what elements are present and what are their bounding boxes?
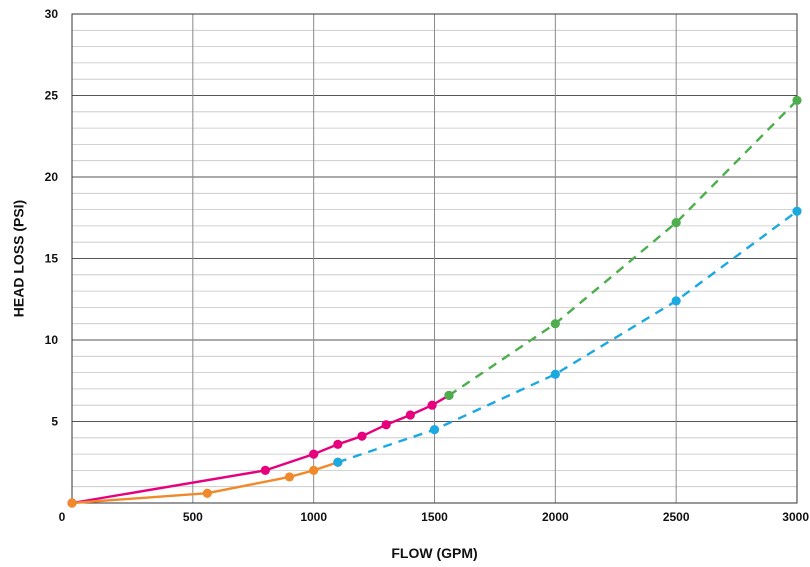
data-point-series-1: [309, 449, 319, 459]
data-point-series-1: [427, 400, 437, 410]
data-point-series-3: [444, 390, 454, 401]
data-point-series-4: [792, 206, 802, 216]
y-axis-title: HEAD LOSS (PSI): [11, 200, 27, 317]
plot-area-border: [71, 13, 798, 504]
x-tick-label: 1000: [300, 510, 327, 524]
y-tick-label: 25: [45, 89, 59, 103]
y-tick-label: 30: [45, 7, 59, 21]
x-tick-label: 1500: [421, 510, 448, 524]
x-axis-title: FLOW (GPM): [391, 545, 477, 561]
data-point-series-3: [671, 218, 681, 228]
data-point-series-4: [671, 296, 681, 306]
x-tick-label: 0: [59, 510, 66, 524]
y-tick-label: 5: [51, 415, 58, 429]
data-point-series-2: [67, 498, 77, 508]
data-point-series-1: [405, 410, 415, 420]
data-point-series-3: [792, 95, 802, 105]
data-point-series-3: [550, 319, 560, 329]
data-point-series-4: [550, 369, 560, 379]
y-tick-label: 15: [45, 252, 59, 266]
tick-labels: 0 500 1000 1500 2000 2500 3000 5 10 15 20 25 30: [45, 7, 810, 524]
data-point-series-2: [202, 488, 212, 498]
data-point-series-2: [284, 472, 295, 482]
data-point-series-1: [260, 465, 270, 475]
y-tick-label: 20: [45, 170, 59, 184]
series-line-4: [337, 210, 798, 464]
series-line-3: [448, 99, 798, 397]
data-point-series-1: [333, 439, 343, 449]
data-point-series-4: [333, 457, 343, 467]
data-point-series-2: [309, 465, 319, 475]
y-tick-label: 10: [45, 333, 59, 347]
data-point-series-1: [357, 431, 367, 441]
x-tick-label: 2000: [542, 510, 569, 524]
series-layer: [67, 95, 802, 508]
x-tick-label: 2500: [663, 510, 690, 524]
data-point-series-4: [429, 425, 440, 435]
x-tick-label: 500: [183, 510, 203, 524]
x-tick-label: 3000: [782, 510, 809, 524]
data-point-series-1: [381, 420, 391, 430]
